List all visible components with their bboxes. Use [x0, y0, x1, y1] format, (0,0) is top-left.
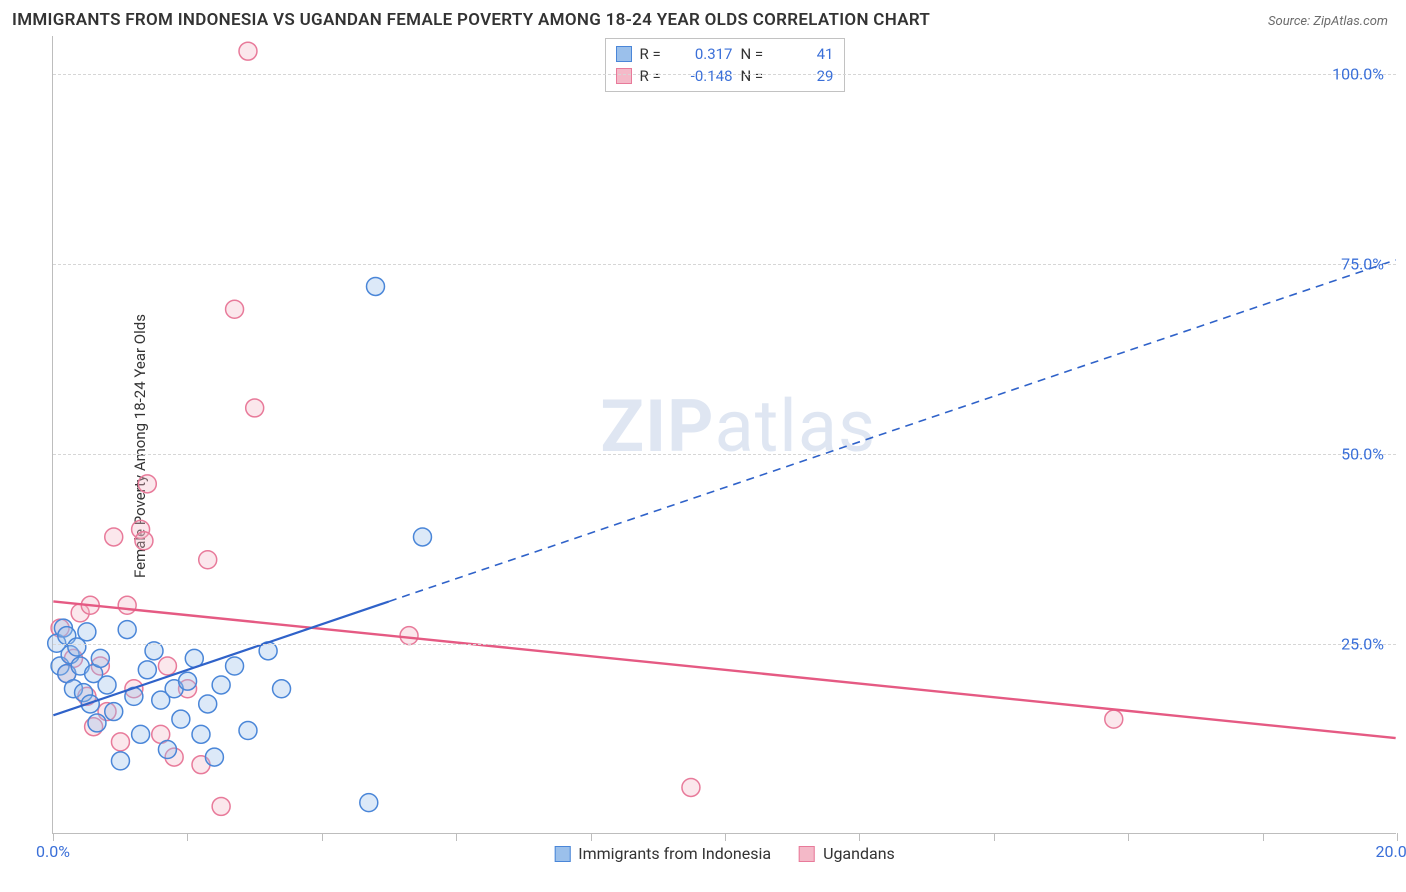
- data-point-indonesia: [98, 676, 116, 694]
- data-point-indonesia: [105, 703, 123, 721]
- x-tick: [1397, 833, 1398, 841]
- data-point-ugandans: [246, 399, 264, 417]
- data-point-indonesia: [205, 748, 223, 766]
- data-point-indonesia: [273, 680, 291, 698]
- x-tick: [591, 833, 592, 841]
- data-point-indonesia: [91, 649, 109, 667]
- y-tick-label: 100.0%: [1332, 65, 1384, 84]
- series-legend: Immigrants from Indonesia Ugandans: [554, 844, 895, 863]
- data-point-ugandans: [226, 300, 244, 318]
- data-point-indonesia: [192, 725, 210, 743]
- data-point-indonesia: [132, 725, 150, 743]
- gridline: [53, 644, 1396, 645]
- data-point-indonesia: [367, 277, 385, 295]
- x-tick-label: 0.0%: [36, 842, 70, 861]
- data-point-indonesia: [172, 710, 190, 728]
- swatch-ugandans: [799, 846, 815, 862]
- x-tick: [187, 833, 188, 841]
- x-tick: [1128, 833, 1129, 841]
- legend-item-indonesia: Immigrants from Indonesia: [554, 844, 771, 863]
- x-tick: [994, 833, 995, 841]
- plot-area: ZIPatlas R = 0.317 N = 41 R = -0.148 N =…: [52, 36, 1396, 834]
- y-tick-label: 25.0%: [1341, 635, 1384, 654]
- source-attribution: Source: ZipAtlas.com: [1268, 14, 1388, 29]
- data-point-ugandans: [138, 475, 156, 493]
- data-point-indonesia: [138, 661, 156, 679]
- gridline: [53, 454, 1396, 455]
- data-point-indonesia: [199, 695, 217, 713]
- data-point-indonesia: [360, 794, 378, 812]
- data-point-indonesia: [212, 676, 230, 694]
- data-point-indonesia: [239, 722, 257, 740]
- trend-line: [389, 260, 1396, 602]
- data-point-ugandans: [105, 528, 123, 546]
- data-point-ugandans: [199, 551, 217, 569]
- x-tick: [725, 833, 726, 841]
- x-tick-label: 20.0%: [1376, 842, 1406, 861]
- data-point-ugandans: [682, 778, 700, 796]
- data-point-indonesia: [179, 672, 197, 690]
- data-point-indonesia: [158, 741, 176, 759]
- data-point-ugandans: [118, 596, 136, 614]
- x-tick: [322, 833, 323, 841]
- data-point-ugandans: [111, 733, 129, 751]
- data-point-indonesia: [226, 657, 244, 675]
- chart-title: IMMIGRANTS FROM INDONESIA VS UGANDAN FEM…: [12, 10, 930, 30]
- legend-item-ugandans: Ugandans: [799, 844, 895, 863]
- y-tick-label: 50.0%: [1341, 445, 1384, 464]
- gridline: [53, 264, 1396, 265]
- data-point-ugandans: [400, 627, 418, 645]
- x-tick: [53, 833, 54, 841]
- data-point-indonesia: [118, 621, 136, 639]
- trend-line: [53, 601, 1395, 738]
- data-point-indonesia: [111, 752, 129, 770]
- y-tick-label: 75.0%: [1341, 255, 1384, 274]
- data-point-ugandans: [158, 657, 176, 675]
- data-point-indonesia: [413, 528, 431, 546]
- data-point-ugandans: [239, 42, 257, 60]
- x-tick: [456, 833, 457, 841]
- data-point-indonesia: [78, 623, 96, 641]
- data-point-ugandans: [135, 532, 153, 550]
- legend-label: Ugandans: [823, 844, 895, 863]
- swatch-indonesia: [554, 846, 570, 862]
- x-tick: [859, 833, 860, 841]
- legend-label: Immigrants from Indonesia: [578, 844, 771, 863]
- data-point-ugandans: [212, 797, 230, 815]
- scatter-svg: [53, 36, 1396, 833]
- data-point-indonesia: [88, 714, 106, 732]
- x-tick: [1263, 833, 1264, 841]
- data-point-ugandans: [1105, 710, 1123, 728]
- gridline: [53, 74, 1396, 75]
